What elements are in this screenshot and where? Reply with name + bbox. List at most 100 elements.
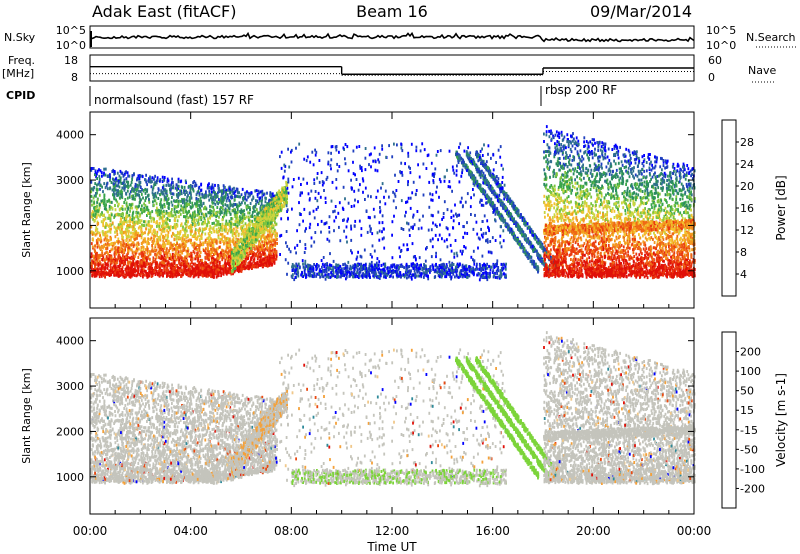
- freq-tick-bottom: 8: [71, 71, 78, 84]
- echo-cell: [149, 176, 151, 179]
- echo-cell: [117, 172, 119, 175]
- echo-cell: [261, 200, 263, 203]
- echo-cell: [195, 246, 197, 249]
- echo-cell: [208, 189, 210, 192]
- echo-cell: [256, 189, 258, 192]
- echo-cell: [252, 211, 254, 214]
- freq-label: Freq.: [8, 54, 35, 67]
- echo-cell: [132, 252, 134, 255]
- echo-cell: [91, 230, 93, 233]
- echo-cell: [252, 196, 254, 199]
- echo-cell: [159, 178, 161, 181]
- echo-cell: [171, 178, 173, 181]
- echo-cell: [121, 251, 123, 254]
- cpid-program-1: normalsound (fast) 157 RF: [94, 93, 254, 107]
- echo-cell: [174, 247, 176, 250]
- echo-cell: [156, 225, 158, 228]
- echo-cell: [95, 212, 97, 215]
- echo-cell: [258, 212, 260, 215]
- nsky-tick-top: 10^5: [56, 24, 86, 37]
- echo-cell: [188, 185, 190, 188]
- echo-cell: [126, 185, 128, 188]
- echo-cell: [149, 263, 151, 266]
- echo-cell: [162, 204, 164, 207]
- echo-cell: [103, 182, 105, 185]
- echo-cell: [145, 227, 147, 230]
- echo-cell: [140, 273, 142, 276]
- echo-cell: [170, 192, 172, 195]
- echo-cell: [114, 247, 116, 250]
- echo-cell: [212, 222, 214, 225]
- echo-cell: [233, 223, 235, 226]
- echo-cell: [204, 233, 206, 236]
- echo-cell: [196, 193, 198, 196]
- echo-cell: [276, 258, 278, 261]
- echo-cell: [148, 198, 150, 201]
- echo-cell: [157, 197, 159, 200]
- echo-cell: [198, 222, 200, 225]
- echo-cell: [159, 225, 161, 228]
- echo-cell: [269, 194, 271, 197]
- echo-cell: [205, 247, 207, 250]
- echo-cell: [214, 252, 216, 255]
- echo-cell: [205, 190, 207, 193]
- echo-cell: [227, 252, 229, 255]
- echo-cell: [250, 202, 252, 205]
- echo-cell: [129, 210, 131, 213]
- echo-cell: [123, 201, 125, 204]
- echo-cell: [91, 262, 93, 265]
- echo-cell: [222, 235, 224, 238]
- echo-cell: [223, 215, 225, 218]
- radar-summary-plot: Adak East (fitACF) Beam 16 09/Mar/2014 N…: [0, 0, 800, 554]
- echo-cell: [194, 202, 196, 205]
- echo-cell: [117, 238, 119, 241]
- echo-cell: [154, 199, 156, 202]
- echo-cell: [152, 191, 154, 194]
- echo-cell: [199, 192, 201, 195]
- echo-cell: [131, 207, 133, 210]
- cpid-label: CPID: [6, 89, 35, 102]
- echo-cell: [254, 257, 256, 260]
- echo-cell: [227, 209, 229, 212]
- echo-cell: [253, 205, 255, 208]
- echo-cell: [182, 243, 184, 246]
- echo-cell: [103, 196, 105, 199]
- echo-cell: [199, 200, 201, 203]
- echo-cell: [105, 168, 107, 171]
- echo-cell: [151, 185, 153, 188]
- echo-cell: [276, 223, 278, 226]
- echo-cell: [148, 194, 150, 197]
- echo-cell: [210, 196, 212, 199]
- echo-cell: [225, 191, 227, 194]
- echo-cell: [124, 246, 126, 249]
- echo-cell: [257, 193, 259, 196]
- echo-cell: [211, 239, 213, 242]
- echo-cell: [93, 201, 95, 204]
- echo-cell: [116, 233, 118, 236]
- echo-cell: [113, 270, 115, 273]
- echo-cell: [157, 191, 159, 194]
- echo-cell: [121, 234, 123, 237]
- echo-cell: [127, 227, 129, 230]
- echo-cell: [224, 212, 226, 215]
- echo-cell: [232, 196, 234, 199]
- nave-tick-top: 60: [708, 54, 722, 67]
- echo-cell: [111, 170, 113, 173]
- echo-cell: [140, 190, 142, 193]
- nsky-label: N.Sky: [4, 31, 36, 44]
- echo-cell: [268, 241, 270, 244]
- echo-cell: [193, 218, 195, 221]
- station-title: Adak East (fitACF): [92, 2, 236, 21]
- echo-cell: [241, 201, 243, 204]
- echo-cell: [214, 184, 216, 187]
- echo-cell: [180, 200, 182, 203]
- echo-cell: [176, 210, 178, 213]
- echo-cell: [152, 200, 154, 203]
- echo-cell: [115, 235, 117, 238]
- echo-cell: [218, 227, 220, 230]
- echo-cell: [114, 231, 116, 234]
- echo-cell: [109, 243, 111, 246]
- echo-cell: [226, 257, 228, 260]
- echo-cell: [119, 175, 121, 178]
- echo-cell: [250, 215, 252, 218]
